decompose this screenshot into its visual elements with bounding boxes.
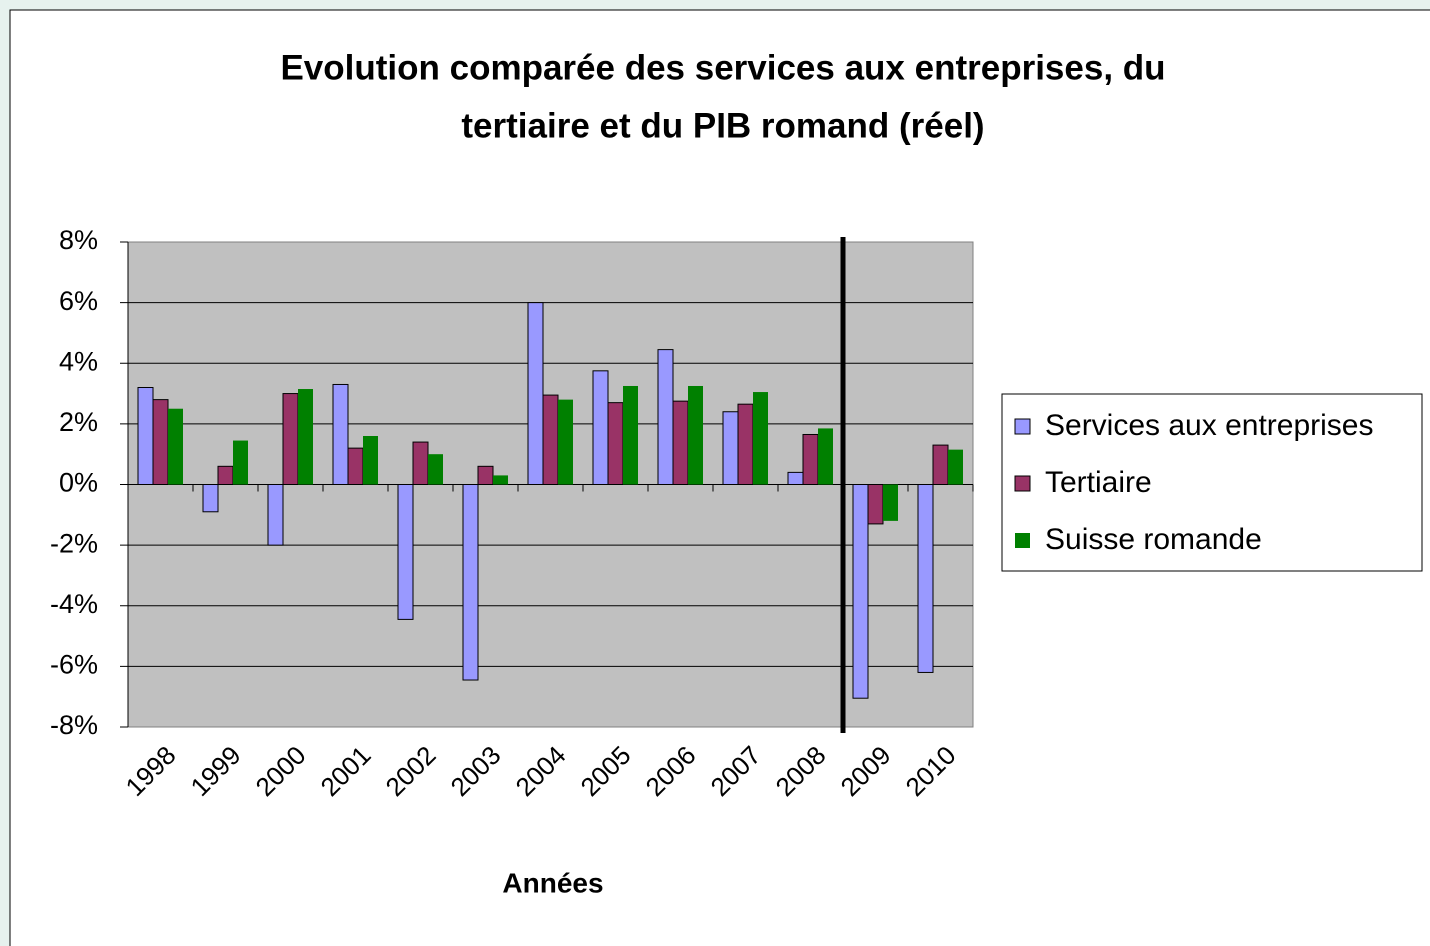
x-axis-title: Années: [502, 867, 603, 898]
bar: [363, 436, 378, 485]
bar: [623, 385, 638, 485]
bar: [592, 370, 609, 485]
bar: [493, 475, 508, 485]
bar: [202, 484, 219, 513]
bar: [282, 393, 299, 485]
legend-label: Services aux entreprises: [1045, 409, 1373, 442]
bar: [412, 441, 429, 485]
y-tick-label: 4%: [59, 346, 98, 376]
legend-swatch: [1015, 533, 1030, 548]
bar: [883, 484, 898, 521]
bar: [397, 484, 414, 620]
bar: [657, 349, 674, 485]
bar: [818, 428, 833, 485]
bar: [428, 454, 443, 485]
bar: [852, 484, 869, 699]
y-tick-label: -2%: [50, 528, 98, 558]
bar: [298, 389, 313, 485]
y-tick-label: 0%: [59, 468, 98, 498]
y-tick-label: -8%: [50, 710, 98, 740]
legend: [1001, 393, 1423, 572]
bar: [737, 403, 754, 485]
legend-label: Tertiaire: [1045, 466, 1152, 499]
bar: [932, 444, 949, 485]
bar: [607, 402, 624, 485]
bar: [347, 447, 364, 485]
bar: [542, 394, 559, 485]
bar: [332, 383, 349, 485]
y-tick-label: 2%: [59, 407, 98, 437]
bar: [152, 399, 169, 485]
chart-title: Evolution comparée des services aux entr…: [280, 48, 1165, 87]
bar: [787, 471, 804, 485]
bar: [753, 392, 768, 485]
chart-subtitle: tertiaire et du PIB romand (réel): [461, 106, 984, 145]
legend-swatch: [1014, 475, 1031, 492]
bar: [527, 302, 544, 485]
y-tick-label: 8%: [59, 225, 98, 255]
bar: [233, 440, 248, 485]
bar: [802, 433, 819, 485]
bar: [217, 465, 234, 485]
bar: [672, 400, 689, 485]
legend-swatch: [1014, 418, 1031, 435]
bar: [267, 484, 284, 546]
bar: [867, 484, 884, 525]
bar: [137, 387, 154, 485]
bar: [462, 484, 479, 681]
bar: [477, 465, 494, 485]
y-tick-label: 6%: [59, 286, 98, 316]
y-tick-label: -4%: [50, 589, 98, 619]
bar: [558, 399, 573, 485]
bar: [722, 411, 739, 485]
bar: [948, 449, 963, 485]
bar: [917, 484, 934, 673]
bar: [688, 385, 703, 485]
bar: [168, 408, 183, 485]
y-tick-label: -6%: [50, 650, 98, 680]
legend-label: Suisse romande: [1045, 523, 1262, 556]
